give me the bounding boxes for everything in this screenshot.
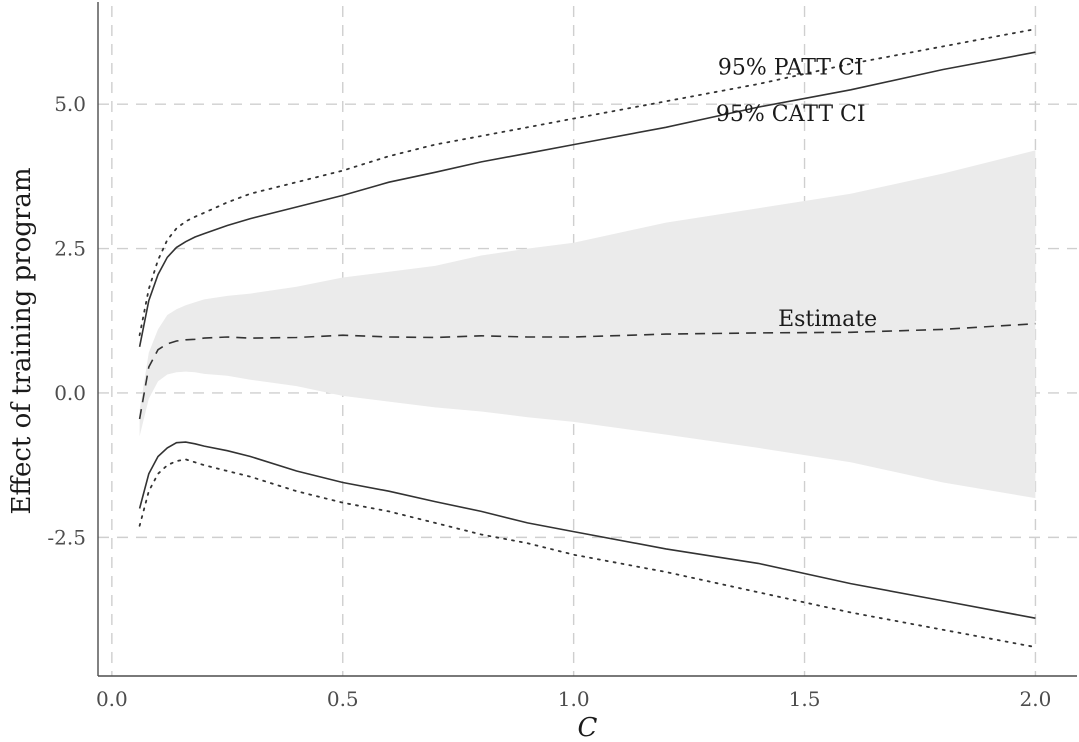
annotation-label: 95% PATT CI xyxy=(718,56,864,81)
y-tick-label: -2.5 xyxy=(47,525,86,549)
estimate-line xyxy=(138,322,1036,420)
grid xyxy=(98,6,1077,676)
x-tick-label: 1.0 xyxy=(558,687,590,711)
axes xyxy=(97,2,1077,677)
95-catt-ci-upper-line xyxy=(138,51,1036,347)
annotation-label: 95% CATT CI xyxy=(716,102,866,127)
y-tick-label: 0.0 xyxy=(54,381,86,405)
x-tick-label: 0.5 xyxy=(327,687,359,711)
y-tick-label: 5.0 xyxy=(54,92,86,116)
x-tick-label: 1.5 xyxy=(789,687,821,711)
95-patt-ci-lower-line xyxy=(138,458,1037,648)
annotations: 95% PATT CI 95% CATT CI Estimate xyxy=(716,56,877,332)
x-tick-label: 2.0 xyxy=(1020,687,1052,711)
tick-labels: 0.0 0.5 1.0 1.5 2.0 -2.5 0.0 2.5 5.0 xyxy=(47,92,1051,711)
estimate-band xyxy=(139,150,1036,499)
y-axis-title: Effect of training program xyxy=(7,167,37,514)
series-lines xyxy=(138,28,1037,648)
x-tick-label: 0.0 xyxy=(96,687,128,711)
annotation-label: Estimate xyxy=(778,307,877,332)
95-catt-ci-lower-line xyxy=(138,441,1036,619)
estimate-ribbon xyxy=(139,150,1036,499)
y-tick-label: 2.5 xyxy=(54,237,86,261)
x-axis-title: C xyxy=(578,713,598,742)
